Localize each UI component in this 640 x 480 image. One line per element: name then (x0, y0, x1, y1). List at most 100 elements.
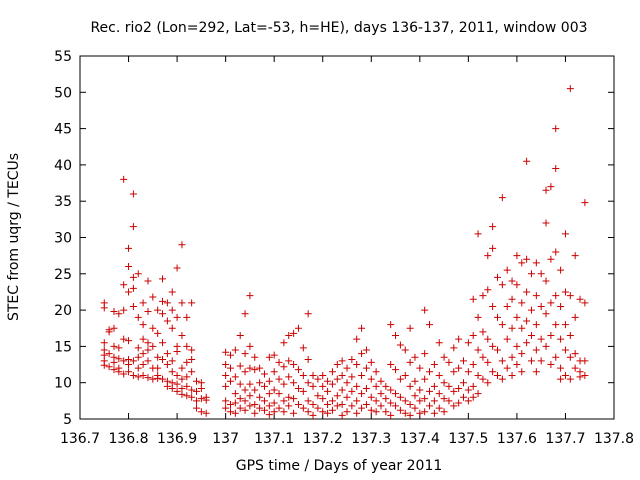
data-point (518, 368, 526, 376)
data-point (396, 393, 404, 401)
data-point (479, 292, 487, 300)
data-point (387, 411, 395, 419)
data-point (197, 395, 205, 403)
data-point (188, 346, 196, 354)
data-point (197, 385, 205, 393)
x-tick-label: 137.4 (400, 431, 440, 447)
data-point (537, 302, 545, 310)
data-point (474, 230, 482, 238)
data-point (183, 373, 191, 381)
data-point (105, 363, 113, 371)
data-point (144, 277, 152, 285)
y-tick-label: 35 (54, 194, 72, 210)
data-point (110, 342, 118, 350)
data-point (236, 380, 244, 388)
data-point (144, 357, 152, 365)
y-tick-label: 55 (54, 49, 72, 65)
data-point (290, 409, 298, 417)
data-point (508, 324, 516, 332)
data-point (513, 342, 521, 350)
data-point (246, 402, 254, 410)
data-point (294, 385, 302, 393)
data-point (125, 361, 133, 369)
data-point (188, 368, 196, 376)
data-point (144, 308, 152, 316)
data-point (455, 364, 463, 372)
data-point (557, 335, 565, 343)
data-point (105, 350, 113, 358)
data-point (319, 371, 327, 379)
data-point (290, 329, 298, 337)
data-point (110, 358, 118, 366)
data-point (309, 371, 317, 379)
data-point (275, 404, 283, 412)
data-point (149, 324, 157, 332)
x-axis-title: GPS time / Days of year 2011 (236, 458, 443, 474)
data-point (134, 373, 142, 381)
data-point (222, 382, 230, 390)
data-point (401, 397, 409, 405)
data-point (372, 408, 380, 416)
data-point (134, 344, 142, 352)
data-point (377, 402, 385, 410)
data-point (265, 377, 273, 385)
data-point (421, 408, 429, 416)
data-point (159, 355, 167, 363)
data-point (314, 404, 322, 412)
y-tick-label: 30 (54, 231, 72, 247)
y-tick-label: 5 (63, 412, 72, 428)
data-point (275, 375, 283, 383)
data-point (260, 382, 268, 390)
data-point (115, 310, 123, 318)
data-point (285, 373, 293, 381)
data-point (260, 406, 268, 414)
data-point (430, 361, 438, 369)
data-point (226, 408, 234, 416)
data-point (581, 299, 589, 307)
data-point (547, 255, 555, 263)
data-point (183, 382, 191, 390)
data-point (226, 364, 234, 372)
data-point (188, 386, 196, 394)
data-point (139, 299, 147, 307)
x-tick-label: 137.3 (351, 431, 391, 447)
data-point (576, 373, 584, 381)
data-point (416, 409, 424, 417)
data-point (304, 408, 312, 416)
data-point (382, 408, 390, 416)
data-point (222, 348, 230, 356)
data-point (226, 377, 234, 385)
data-point (159, 375, 167, 383)
data-point (508, 371, 516, 379)
data-point (353, 335, 361, 343)
data-point (314, 392, 322, 400)
data-point (353, 397, 361, 405)
data-point (319, 382, 327, 390)
data-point (557, 302, 565, 310)
data-point (231, 399, 239, 407)
data-point (464, 386, 472, 394)
data-point (222, 361, 230, 369)
data-point (527, 357, 535, 365)
data-point (280, 339, 288, 347)
data-point (188, 393, 196, 401)
data-point (324, 400, 332, 408)
data-point (445, 382, 453, 390)
data-point (435, 404, 443, 412)
data-point (294, 324, 302, 332)
x-tick-label: 137.7 (545, 431, 585, 447)
data-point (484, 358, 492, 366)
data-point (149, 375, 157, 383)
data-point (173, 347, 181, 355)
data-point (372, 368, 380, 376)
data-point (455, 335, 463, 343)
data-point (251, 366, 259, 374)
data-point (527, 332, 535, 340)
data-point (581, 371, 589, 379)
data-point (552, 321, 560, 329)
data-point (566, 85, 574, 93)
data-point (173, 387, 181, 395)
data-point (222, 404, 230, 412)
data-point (489, 302, 497, 310)
